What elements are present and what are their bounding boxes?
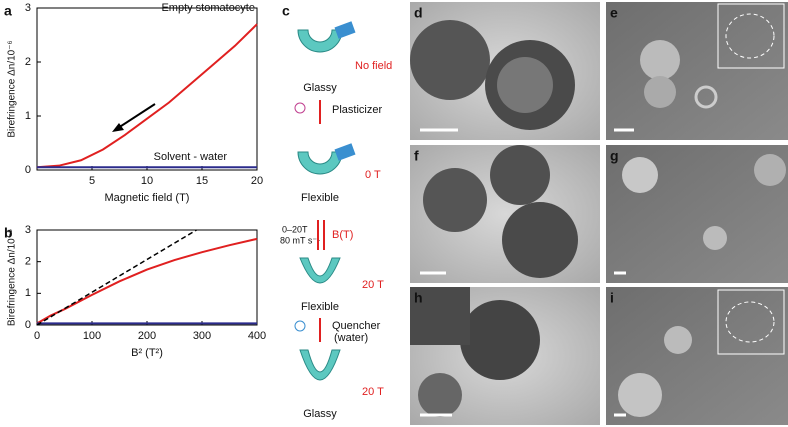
label: 0 T (365, 169, 381, 181)
y-tick-label: 0 (25, 319, 31, 331)
series-label: Empty stomatocyte (161, 2, 255, 14)
arrow-head (112, 123, 124, 132)
panel-label: g (610, 148, 619, 164)
molecule-icon (294, 320, 306, 332)
label: Flexible (301, 301, 339, 313)
x-tick-label: 400 (248, 330, 266, 342)
x-axis-label: B² (T²) (131, 347, 163, 359)
particle (418, 373, 462, 417)
y-tick-label: 1 (25, 287, 31, 299)
panel-label: h (414, 290, 423, 306)
particle (423, 168, 487, 232)
label: Quencher (332, 320, 381, 332)
y-tick-label: 3 (25, 2, 31, 14)
particle (410, 20, 490, 100)
line (36, 237, 258, 325)
particle (640, 40, 680, 80)
x-tick-label: 300 (193, 330, 211, 342)
y-tick-label: 0 (25, 164, 31, 176)
x-tick-label: 5 (89, 175, 95, 187)
particle (490, 145, 550, 205)
vesicle (297, 29, 343, 53)
panel-label: d (414, 5, 423, 21)
y-tick-label: 1 (25, 110, 31, 122)
panel-label: b (4, 225, 13, 241)
x-axis-label: Magnetic field (T) (105, 192, 190, 204)
y-tick-label: 2 (25, 256, 31, 268)
x-tick-label: 15 (196, 175, 208, 187)
inset-outline (725, 301, 775, 343)
arrow (117, 103, 156, 129)
vesicle (299, 349, 341, 381)
particle (703, 226, 727, 250)
y-tick-label: 2 (25, 56, 31, 68)
plot-frame (36, 229, 258, 326)
inset (410, 287, 470, 345)
inset (717, 289, 785, 355)
panel-label: f (414, 148, 419, 164)
label: 0–20T (282, 224, 308, 234)
panel-label: e (610, 5, 618, 21)
inset-outline (725, 13, 775, 59)
particle (694, 85, 718, 109)
y-axis-label: Birefringence Δn/10⁻⁶ (7, 40, 18, 137)
molecule-icon (294, 102, 306, 114)
particle (622, 157, 658, 193)
particle (644, 76, 676, 108)
y-tick-label: 3 (25, 224, 31, 236)
x-tick-label: 20 (251, 175, 263, 187)
series-label: Solvent - water (154, 151, 228, 163)
images: d e f g h i (410, 2, 788, 425)
label: 20 T (362, 279, 384, 291)
label: 20 T (362, 386, 384, 398)
label: 80 mT s⁻¹ (280, 235, 320, 245)
particle (754, 154, 786, 186)
x-tick-label: 200 (138, 330, 156, 342)
label: B(T) (332, 229, 353, 241)
plot-frame (36, 7, 258, 171)
line (36, 229, 197, 326)
vesicle (299, 257, 341, 284)
particle (618, 373, 662, 417)
x-tick-label: 100 (83, 330, 101, 342)
particle (664, 326, 692, 354)
diagram: c No field Glassy Plasticizer 0 T Flexib… (280, 3, 392, 420)
panel-label: a (4, 3, 12, 19)
label: Plasticizer (332, 104, 382, 116)
label: Glassy (303, 82, 337, 94)
membrane-icon (334, 21, 356, 39)
label: (water) (334, 332, 368, 344)
label: Flexible (301, 192, 339, 204)
label: Glassy (303, 408, 337, 420)
y-axis-label: Birefringence Δn/10⁻⁶ (7, 229, 18, 326)
particle (497, 57, 553, 113)
label: No field (355, 60, 392, 72)
x-tick-label: 0 (34, 330, 40, 342)
panel-label: i (610, 290, 614, 306)
membrane-icon (334, 143, 356, 161)
particle (460, 300, 540, 380)
inset (717, 3, 785, 69)
panel-label: c (282, 3, 290, 19)
particle (502, 202, 578, 278)
vesicle (297, 151, 343, 175)
x-tick-label: 10 (141, 175, 153, 187)
line (36, 23, 258, 169)
sem-image (606, 2, 788, 140)
